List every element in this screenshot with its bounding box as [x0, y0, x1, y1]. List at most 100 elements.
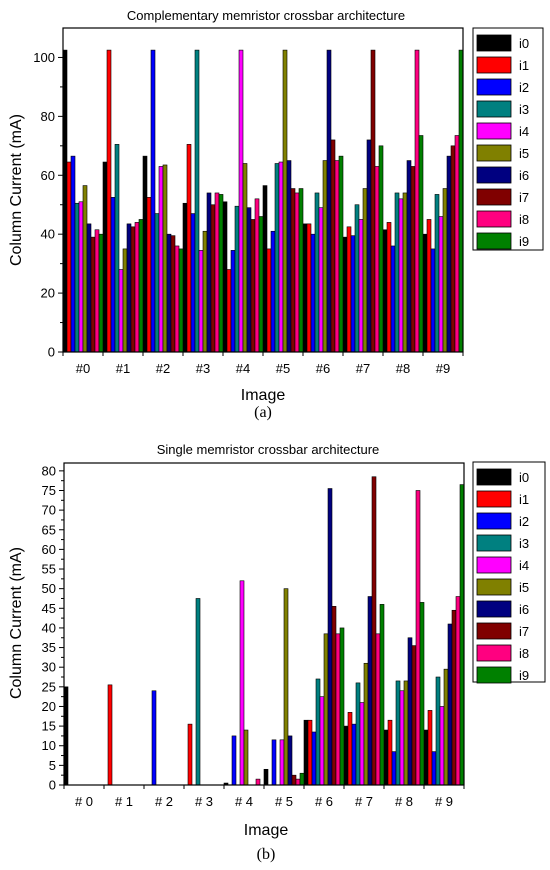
bar-b-i5-8	[403, 680, 409, 786]
bar-a-i4-9	[438, 216, 444, 353]
bar-b-i4-4	[239, 580, 245, 786]
legend-label-i2: i2	[519, 514, 529, 529]
legend-swatch-i9	[476, 666, 512, 684]
bar-a-i8-8	[414, 49, 420, 353]
bar-a-i1-2	[146, 197, 152, 353]
bar-b-i7-8	[411, 645, 417, 786]
panel-b-chart: Single memristor crossbar architecture 0…	[8, 442, 546, 863]
bar-a-i8-1	[134, 222, 140, 353]
legend-label-i5: i5	[519, 146, 529, 161]
legend-label-i0: i0	[519, 470, 529, 485]
bar-a-i0-2	[142, 155, 148, 353]
bar-a-i5-5	[282, 49, 288, 353]
legend-label-i3: i3	[519, 536, 529, 551]
bar-b-i2-6	[311, 731, 317, 786]
bar-a-i0-7	[342, 236, 348, 353]
y-tick-label: 100	[33, 50, 55, 65]
x-tick-label: # 2	[155, 794, 173, 809]
legend-label-i8: i8	[519, 646, 529, 661]
bar-a-i7-7	[370, 49, 376, 353]
x-tick-label: # 5	[275, 794, 293, 809]
x-tick-label: #5	[276, 361, 290, 376]
bar-a-i5-4	[242, 163, 248, 353]
bar-b-i5-7	[363, 662, 369, 786]
bar-a-i5-2	[162, 164, 168, 353]
bar-a-i6-9	[446, 155, 452, 353]
bar-a-i2-4	[230, 250, 236, 353]
y-tick-label: 45	[42, 601, 56, 616]
panel-a-title: Complementary memristor crossbar archite…	[127, 8, 405, 23]
legend-label-i1: i1	[519, 492, 529, 507]
legend-swatch-i9	[476, 232, 512, 250]
y-tick-label: 80	[41, 109, 55, 124]
bar-a-i2-3	[190, 213, 196, 353]
bar-b-i0-9	[423, 729, 429, 786]
bar-a-i4-0	[78, 201, 84, 353]
bar-a-i4-7	[358, 219, 364, 353]
bar-a-i4-8	[398, 198, 404, 353]
legend-label-i6: i6	[519, 602, 529, 617]
bar-b-i8-8	[415, 490, 421, 786]
bar-a-i0-1	[102, 161, 108, 353]
bar-a-i7-3	[210, 204, 216, 353]
bar-a-i9-0	[98, 233, 104, 353]
x-tick-label: #7	[356, 361, 370, 376]
bar-a-i0-4	[222, 201, 228, 353]
panel-a-y-axis-title: Column Current (mA)	[8, 114, 25, 266]
bar-a-i5-7	[362, 188, 368, 353]
x-tick-label: #2	[156, 361, 170, 376]
bar-b-i2-4	[231, 735, 237, 786]
bar-a-i1-4	[226, 269, 232, 353]
bar-a-i8-7	[374, 166, 380, 353]
bar-b-i1-1	[107, 684, 113, 786]
bar-a-i4-2	[158, 166, 164, 353]
bar-a-i7-2	[170, 235, 176, 353]
bar-b-i3-9	[435, 676, 441, 786]
bar-b-i3-8	[395, 680, 401, 786]
legend-swatch-i8	[476, 644, 512, 662]
bar-b-i9-7	[379, 604, 385, 786]
panel-b-caption: (b)	[257, 846, 276, 863]
bar-b-i1-3	[187, 723, 193, 786]
bar-a-i7-1	[130, 226, 136, 353]
bar-a-i8-0	[94, 229, 100, 353]
bar-a-i5-0	[82, 185, 88, 353]
bar-a-i5-8	[402, 192, 408, 353]
bar-b-i8-7	[375, 633, 381, 786]
panel-b-title: Single memristor crossbar architecture	[157, 442, 380, 457]
bar-a-i1-0	[66, 161, 72, 353]
bar-b-i8-4	[255, 778, 261, 786]
bar-b-i3-3	[195, 598, 201, 786]
bar-a-i3-1	[114, 144, 120, 353]
panel-b-y-axis-title: Column Current (mA)	[8, 547, 25, 699]
bar-a-i9-2	[178, 248, 184, 353]
bar-a-i3-8	[394, 192, 400, 353]
bar-b-i7-7	[371, 476, 377, 786]
x-tick-label: # 8	[395, 794, 413, 809]
x-tick-label: # 9	[435, 794, 453, 809]
bar-a-i2-5	[270, 230, 276, 353]
y-tick-label: 40	[42, 620, 56, 635]
bar-b-i8-9	[455, 596, 461, 786]
legend-swatch-i5	[476, 144, 512, 162]
panel-b-x-axis-title: Image	[244, 822, 289, 839]
panel-a-legend: i0 i1 i2 i3 i4 i5 i6 i7 i8 i9	[476, 34, 529, 250]
bar-b-i7-5	[291, 774, 297, 786]
y-tick-label: 10	[42, 738, 56, 753]
bar-a-i0-3	[182, 202, 188, 353]
bar-a-i6-1	[126, 223, 132, 353]
y-tick-label: 60	[42, 542, 56, 557]
bar-a-i3-2	[154, 213, 160, 353]
bar-a-i9-1	[138, 219, 144, 353]
bar-b-i9-8	[419, 602, 425, 786]
legend-swatch-i7	[476, 622, 512, 640]
bar-b-i4-5	[279, 739, 285, 786]
legend-label-i6: i6	[519, 168, 529, 183]
bar-b-i1-8	[387, 719, 393, 786]
x-tick-label: #4	[236, 361, 250, 376]
legend-label-i3: i3	[519, 102, 529, 117]
bar-b-i1-6	[307, 719, 313, 786]
bar-a-i2-8	[390, 245, 396, 353]
y-tick-label: 65	[42, 522, 56, 537]
bar-a-i1-6	[306, 223, 312, 353]
